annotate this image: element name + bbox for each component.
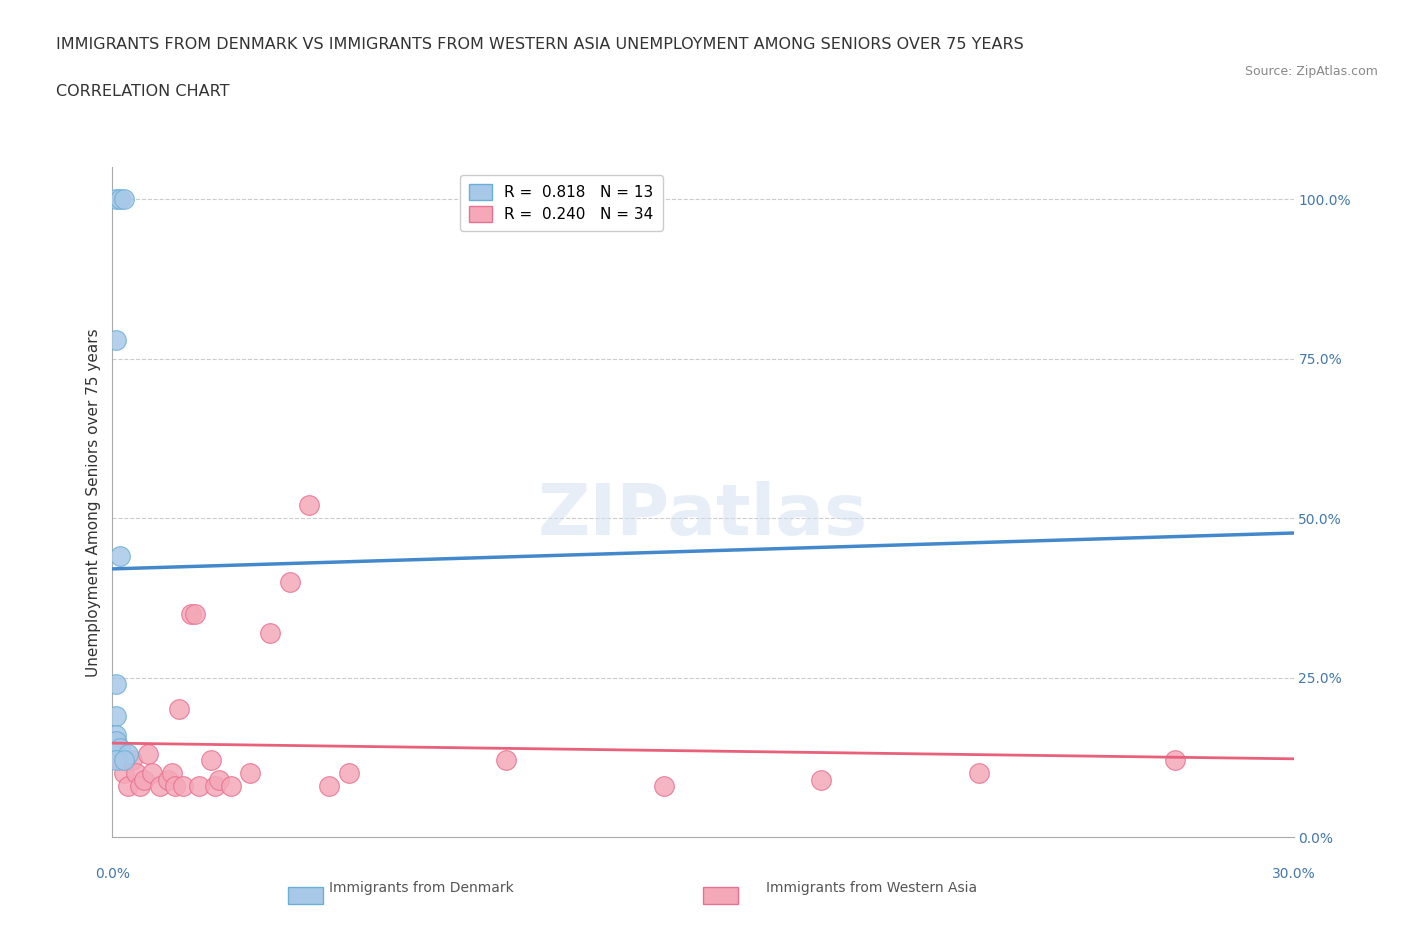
Point <box>208 772 231 787</box>
Point <box>278 575 301 590</box>
Point <box>149 778 172 793</box>
Point <box>121 753 143 768</box>
Point <box>125 765 148 780</box>
Y-axis label: Unemployment Among Seniors over 75 years: Unemployment Among Seniors over 75 years <box>86 328 101 676</box>
Point <box>105 709 128 724</box>
Point <box>112 192 135 206</box>
Point <box>172 778 194 793</box>
Point <box>165 778 187 793</box>
Point <box>184 606 207 621</box>
Point <box>298 498 321 512</box>
Text: Immigrants from Western Asia: Immigrants from Western Asia <box>766 881 977 895</box>
Point <box>156 772 179 787</box>
Point <box>112 753 135 768</box>
Text: Source: ZipAtlas.com: Source: ZipAtlas.com <box>1244 65 1378 78</box>
Point <box>1164 753 1187 768</box>
Point <box>318 778 340 793</box>
Point <box>105 332 128 347</box>
Point <box>141 765 163 780</box>
Point <box>180 606 202 621</box>
Text: ZIPatlas: ZIPatlas <box>538 481 868 550</box>
Point <box>105 727 128 742</box>
Point <box>188 778 211 793</box>
Point <box>110 549 132 564</box>
Legend: R =  0.818   N = 13, R =  0.240   N = 34: R = 0.818 N = 13, R = 0.240 N = 34 <box>460 175 662 232</box>
Point <box>110 740 132 755</box>
Point <box>132 772 155 787</box>
Text: CORRELATION CHART: CORRELATION CHART <box>56 84 229 99</box>
Point <box>239 765 262 780</box>
Text: IMMIGRANTS FROM DENMARK VS IMMIGRANTS FROM WESTERN ASIA UNEMPLOYMENT AMONG SENIO: IMMIGRANTS FROM DENMARK VS IMMIGRANTS FR… <box>56 37 1024 52</box>
Text: 0.0%: 0.0% <box>96 867 129 881</box>
Point <box>495 753 517 768</box>
Point <box>117 778 139 793</box>
Point <box>117 747 139 762</box>
Text: 30.0%: 30.0% <box>1271 867 1316 881</box>
Point <box>105 676 128 691</box>
Point <box>810 772 832 787</box>
Point <box>204 778 226 793</box>
Point <box>112 765 135 780</box>
Point <box>337 765 360 780</box>
Point <box>136 747 159 762</box>
Point <box>105 734 128 749</box>
Point <box>110 192 132 206</box>
Point <box>160 765 183 780</box>
Point <box>967 765 990 780</box>
Point <box>129 778 152 793</box>
Point <box>110 753 132 768</box>
Point <box>200 753 222 768</box>
Point <box>219 778 242 793</box>
Point <box>105 734 128 749</box>
Point <box>652 778 675 793</box>
Point <box>105 753 128 768</box>
Point <box>169 702 191 717</box>
Text: Immigrants from Denmark: Immigrants from Denmark <box>329 881 515 895</box>
Point <box>259 626 281 641</box>
Point <box>105 192 128 206</box>
